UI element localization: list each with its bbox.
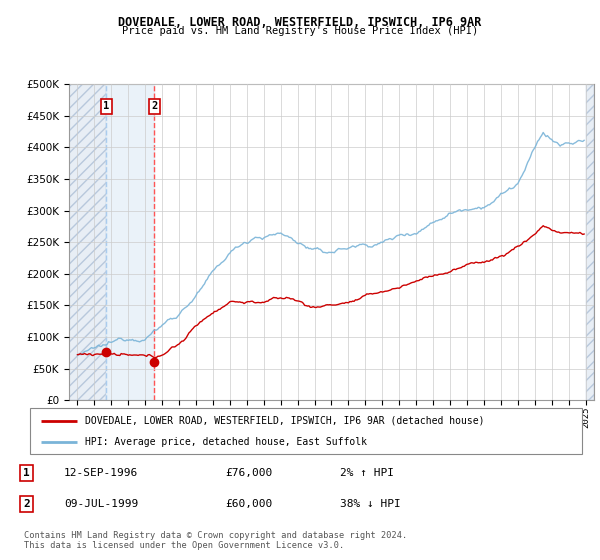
Text: Contains HM Land Registry data © Crown copyright and database right 2024.
This d: Contains HM Land Registry data © Crown c… bbox=[24, 531, 407, 550]
Text: 1: 1 bbox=[23, 468, 30, 478]
Text: 09-JUL-1999: 09-JUL-1999 bbox=[64, 498, 138, 508]
Text: 2% ↑ HPI: 2% ↑ HPI bbox=[340, 468, 394, 478]
Text: 2: 2 bbox=[151, 101, 157, 111]
Text: 38% ↓ HPI: 38% ↓ HPI bbox=[340, 498, 401, 508]
Text: DOVEDALE, LOWER ROAD, WESTERFIELD, IPSWICH, IP6 9AR (detached house): DOVEDALE, LOWER ROAD, WESTERFIELD, IPSWI… bbox=[85, 416, 485, 426]
FancyBboxPatch shape bbox=[30, 408, 582, 454]
Text: £60,000: £60,000 bbox=[225, 498, 272, 508]
Text: Price paid vs. HM Land Registry's House Price Index (HPI): Price paid vs. HM Land Registry's House … bbox=[122, 26, 478, 36]
Text: HPI: Average price, detached house, East Suffolk: HPI: Average price, detached house, East… bbox=[85, 437, 367, 447]
Bar bbox=[106, 84, 154, 400]
Text: 12-SEP-1996: 12-SEP-1996 bbox=[64, 468, 138, 478]
Text: DOVEDALE, LOWER ROAD, WESTERFIELD, IPSWICH, IP6 9AR: DOVEDALE, LOWER ROAD, WESTERFIELD, IPSWI… bbox=[118, 16, 482, 29]
Text: £76,000: £76,000 bbox=[225, 468, 272, 478]
Text: 2: 2 bbox=[23, 498, 30, 508]
Text: 1: 1 bbox=[103, 101, 109, 111]
